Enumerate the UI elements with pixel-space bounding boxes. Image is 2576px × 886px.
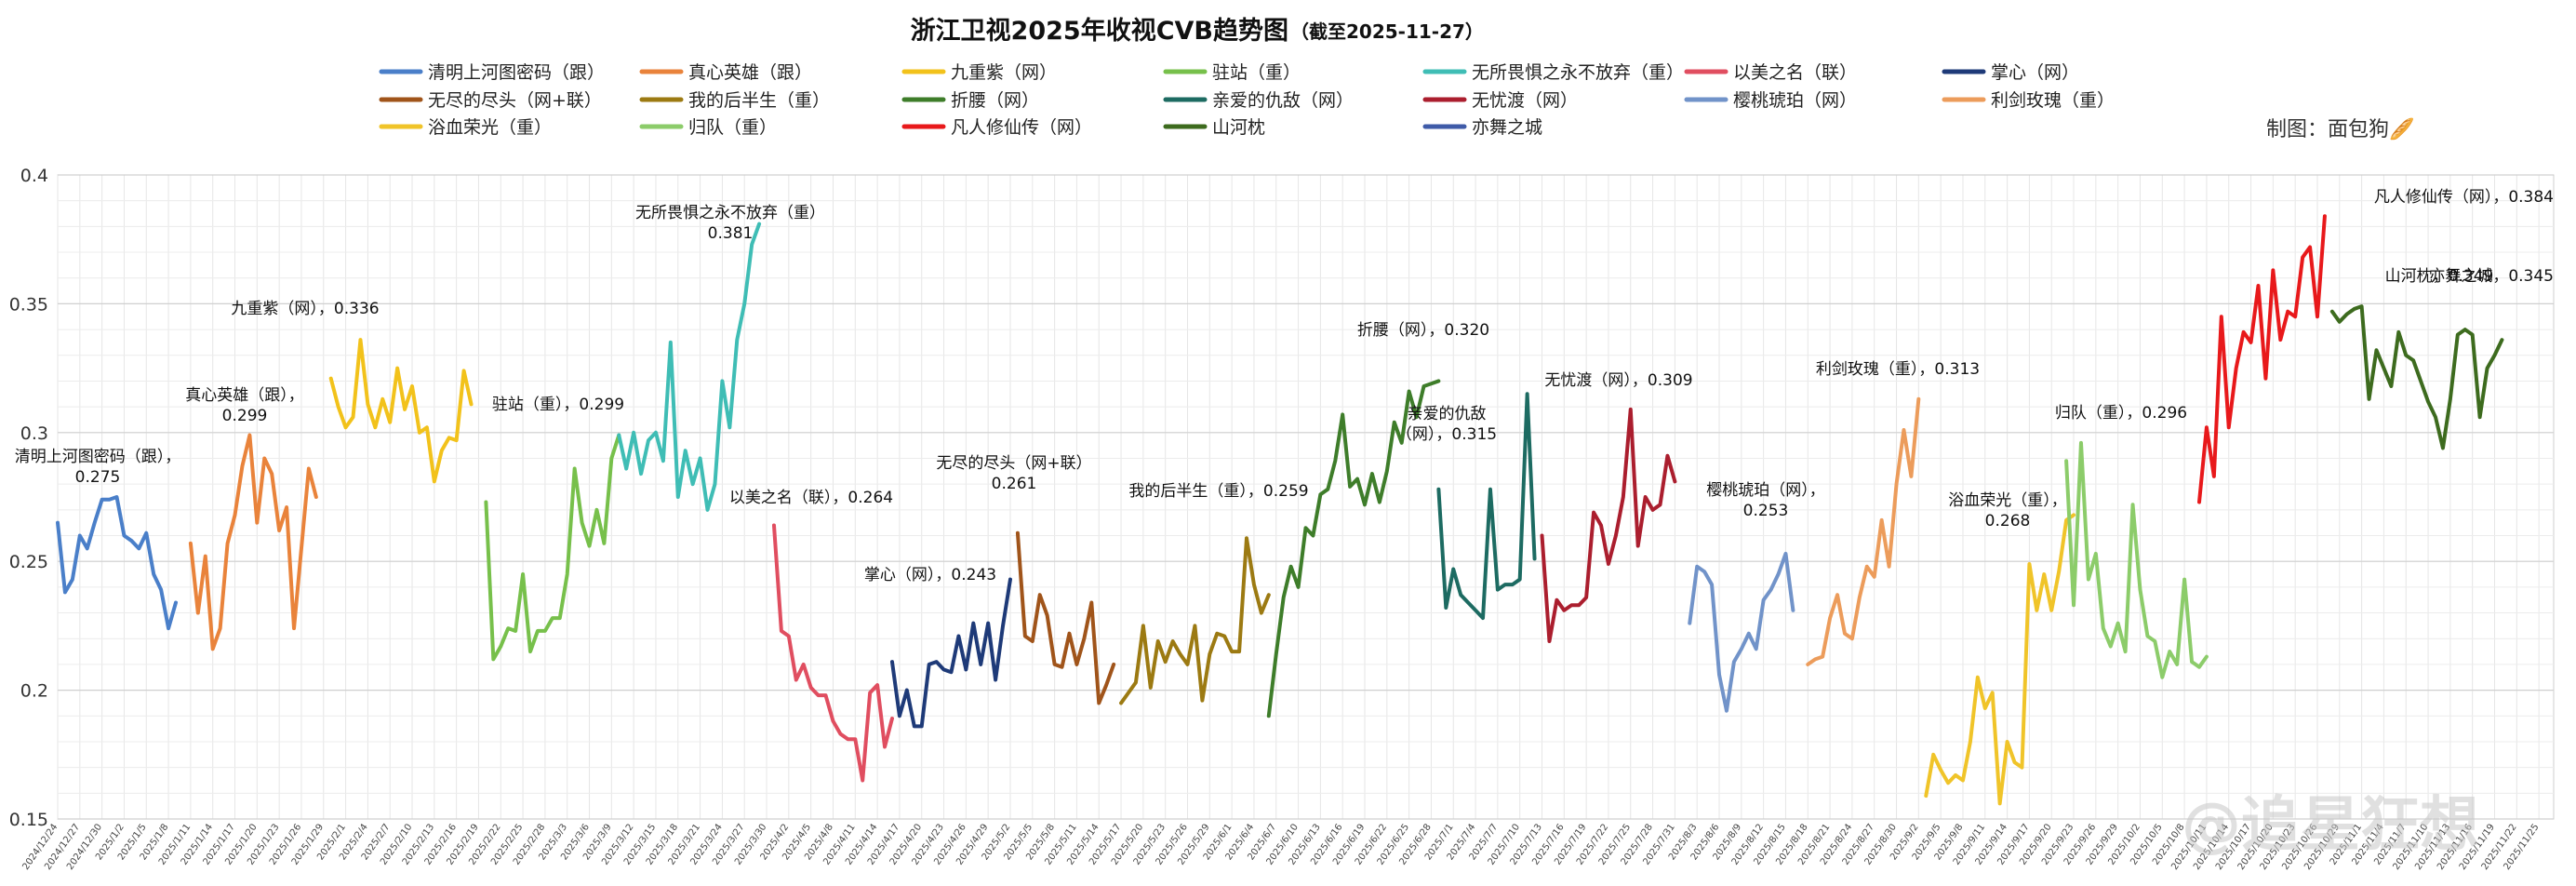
legend-item: 亦舞之城	[1422, 117, 1542, 138]
legend-item: 清明上河图密码（跟）	[379, 62, 605, 83]
series-line	[328, 338, 474, 484]
series-line	[2329, 304, 2504, 450]
legend-item: 我的后半生（重）	[639, 90, 830, 111]
y-tick-label: 0.25	[9, 552, 48, 572]
legend-label: 无尽的尽头（网+联）	[428, 90, 602, 111]
series-line	[1924, 513, 2076, 806]
chart-subtitle: （截至2025-11-27）	[1290, 20, 1484, 43]
legend-label: 归队（重）	[688, 117, 777, 138]
data-annotation: 清明上河图密码（跟）， 0.275	[15, 448, 181, 487]
data-annotation: 我的后半生（重），0.259	[1128, 482, 1308, 501]
data-annotation: 亲爱的仇敌（网），0.315	[1396, 405, 1497, 444]
chart-title: 浙江卫视2025年收视CVB趋势图	[911, 16, 1288, 46]
legend-item: 归队（重）	[639, 117, 777, 138]
legend-item: 浴血荣光（重）	[379, 117, 552, 138]
data-annotation: 折腰（网），0.320	[1357, 321, 1489, 340]
data-annotation: 无忧渡（网），0.309	[1544, 371, 1692, 390]
series-line	[2064, 440, 2209, 679]
legend-item: 亲爱的仇敌（网）	[1163, 90, 1354, 111]
legend: 清明上河图密码（跟） 真心英雄（跟） 九重紫（网） 驻站（重） 无所畏惧之永不放弃（重）…	[379, 62, 2115, 138]
data-annotation: 樱桃琥珀（网）， 0.253	[1706, 481, 1825, 520]
legend-item: 折腰（网）	[901, 90, 1039, 111]
data-annotation: 亦舞之城，0.345	[2429, 267, 2554, 286]
legend-item: 无尽的尽头（网+联）	[379, 90, 602, 111]
y-tick-label: 0.35	[9, 294, 48, 315]
data-annotation: 归队（重），0.296	[2055, 404, 2187, 423]
data-annotation: 浴血荣光（重）， 0.268	[1948, 491, 2067, 530]
series-line	[1436, 392, 1537, 621]
data-annotation: 九重紫（网），0.336	[231, 300, 379, 318]
legend-item: 真心英雄（跟）	[639, 62, 812, 83]
data-annotation: 掌心（网），0.243	[864, 566, 996, 584]
series-line	[2196, 214, 2327, 504]
y-tick-label: 0.4	[20, 166, 48, 186]
legend-item: 山河枕	[1163, 117, 1265, 138]
series-line	[617, 222, 762, 512]
series-line	[1688, 551, 1795, 713]
legend-label: 我的后半生（重）	[688, 90, 830, 111]
legend-label: 亲爱的仇敌（网）	[1212, 90, 1354, 111]
series-group	[56, 214, 2504, 806]
series-line	[188, 433, 318, 651]
series-line	[889, 577, 1012, 729]
data-annotation: 无尽的尽头（网+联） 0.261	[936, 454, 1091, 493]
watermark: @追星狂想	[2182, 791, 2479, 860]
data-annotation: 山河枕，0.349	[2385, 267, 2494, 286]
series-line	[56, 495, 179, 631]
series-line	[1015, 530, 1116, 705]
data-annotation: 以美之名（联），0.264	[729, 489, 893, 507]
y-tick-label: 0.3	[20, 423, 48, 444]
series-line	[1266, 379, 1441, 718]
series-line	[1806, 396, 1921, 666]
legend-item: 无所畏惧之永不放弃（重）	[1422, 62, 1684, 83]
legend-label: 九重紫（网）	[951, 62, 1057, 83]
y-tick-label: 0.15	[9, 810, 48, 830]
data-annotation: 无所畏惧之永不放弃（重） 0.381	[635, 204, 825, 243]
series-line	[771, 523, 894, 783]
legend-label: 凡人修仙传（网）	[951, 117, 1092, 138]
y-tick-label: 0.2	[20, 681, 48, 702]
series-line	[1119, 536, 1271, 705]
legend-item: 驻站（重）	[1163, 62, 1301, 83]
legend-label: 折腰（网）	[951, 90, 1039, 111]
legend-label: 无所畏惧之永不放弃（重）	[1472, 62, 1684, 83]
legend-item: 以美之名（联）	[1684, 62, 1857, 83]
legend-label: 无忧渡（网）	[1472, 90, 1578, 111]
legend-item: 掌心（网）	[1942, 62, 2079, 83]
legend-item: 利剑玫瑰（重）	[1942, 90, 2115, 111]
legend-label: 浴血荣光（重）	[428, 117, 552, 138]
data-annotation: 真心英雄（跟）， 0.299	[185, 386, 304, 425]
data-annotation: 驻站（重），0.299	[492, 396, 624, 414]
legend-label: 亦舞之城	[1472, 117, 1542, 138]
legend-label: 驻站（重）	[1212, 62, 1301, 83]
series-line	[1540, 407, 1677, 644]
data-annotation: 利剑玫瑰（重），0.313	[1816, 360, 1980, 379]
legend-item: 无忧渡（网）	[1422, 90, 1578, 111]
legend-item: 凡人修仙传（网）	[901, 117, 1092, 138]
legend-label: 掌心（网）	[1991, 62, 2079, 83]
data-annotation: 凡人修仙传（网），0.384	[2374, 188, 2554, 207]
legend-label: 樱桃琥珀（网）	[1733, 90, 1857, 111]
x-axis: 2024/12/242024/12/272024/12/302025/1/220…	[20, 822, 2541, 872]
legend-label: 山河枕	[1212, 117, 1265, 138]
legend-item: 樱桃琥珀（网）	[1684, 90, 1857, 111]
credit-text: 制图：面包狗🥖	[2266, 117, 2414, 141]
series-line	[484, 433, 621, 662]
legend-label: 清明上河图密码（跟）	[428, 62, 605, 83]
legend-label: 利剑玫瑰（重）	[1991, 90, 2115, 111]
legend-label: 真心英雄（跟）	[688, 62, 812, 83]
legend-label: 以美之名（联）	[1733, 62, 1857, 83]
legend-item: 九重紫（网）	[901, 62, 1057, 83]
